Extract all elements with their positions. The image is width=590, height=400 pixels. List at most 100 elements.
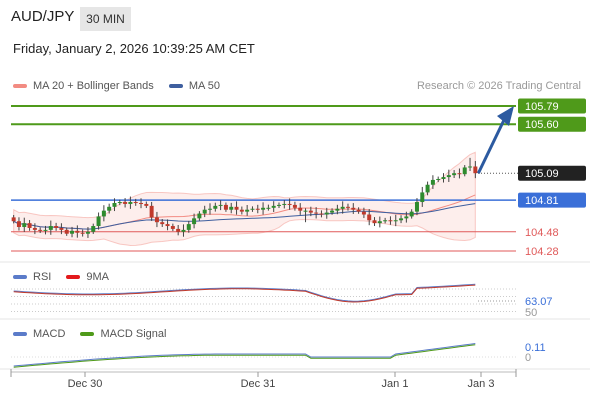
candle-body	[292, 204, 297, 208]
candle-body	[271, 205, 276, 208]
legend-label-macd: MACD	[33, 328, 66, 340]
candle-body	[165, 224, 170, 227]
price-levels: 105.79 105.60 105.09 104.81 104.48 104.28	[11, 98, 586, 258]
current-price-badge	[518, 165, 586, 181]
candle-body	[11, 217, 16, 222]
legend-item-rsi: RSI	[13, 271, 51, 283]
candle-body	[457, 173, 462, 175]
legend-item-macd: MACD	[13, 328, 65, 340]
datetime-label: Friday, January 2, 2026 10:39:25 AM CET	[13, 41, 255, 56]
ma20-swatch	[13, 84, 27, 89]
rsi-swatch	[13, 275, 27, 280]
timeframe-badge[interactable]: 30 MIN	[80, 7, 131, 31]
candle-body	[202, 209, 207, 214]
candle-body	[356, 209, 361, 212]
candle-body	[452, 173, 457, 176]
candle-body	[170, 226, 175, 229]
candle-body	[436, 178, 441, 180]
candle-body	[139, 202, 144, 204]
candle-body	[85, 231, 90, 234]
macd-value-label: 0.11	[525, 342, 546, 354]
candle-body	[324, 212, 329, 215]
candle-body	[446, 175, 451, 178]
resistance-label: 105.79	[525, 101, 559, 113]
candle-body	[404, 216, 409, 219]
main-legend: MA 20 + Bollinger Bands MA 50	[13, 80, 220, 92]
resistance-label: 105.60	[525, 119, 559, 131]
macd-panel: 0.110	[11, 342, 546, 368]
pair-title: AUD/JPY	[11, 8, 75, 25]
candle-body	[144, 203, 149, 206]
candle-body	[340, 206, 345, 209]
legend-label-9ma: 9MA	[86, 271, 110, 283]
candle-body	[367, 214, 372, 221]
candle-body	[59, 227, 64, 230]
candle-body	[75, 230, 80, 233]
candle-body	[48, 226, 53, 230]
candle-body	[239, 209, 244, 212]
candle-body	[414, 202, 419, 212]
legend-label-ma50: MA 50	[188, 80, 221, 92]
x-tick-label: Dec 30	[68, 378, 103, 390]
candle-body	[160, 222, 165, 225]
candle-body	[16, 221, 21, 227]
candle-body	[22, 223, 27, 227]
candle-body	[112, 202, 117, 207]
forecast-arrow	[476, 106, 514, 174]
candle-body	[388, 220, 393, 222]
rsi-9ma-line	[13, 284, 476, 303]
candle-body	[393, 220, 398, 222]
candle-body	[409, 211, 414, 217]
candle-body	[107, 206, 112, 211]
rsi-legend: RSI 9MA	[13, 271, 109, 283]
candle-body	[208, 208, 213, 210]
x-tick-label: Dec 31	[241, 378, 276, 390]
ma50-line	[13, 203, 476, 230]
macd-zero-label: 0	[525, 352, 531, 364]
candle-body	[335, 208, 340, 211]
candle-body	[372, 220, 377, 224]
support-label: 104.48	[525, 227, 559, 239]
candle-body	[218, 204, 223, 206]
rsi-line	[13, 283, 476, 302]
candle-body	[245, 209, 250, 212]
macd-signal-line	[13, 344, 476, 368]
candle-body	[266, 207, 271, 209]
candle-body	[473, 166, 478, 174]
moving-averages	[13, 194, 476, 230]
candle-body	[27, 223, 32, 228]
candle-body	[425, 184, 430, 193]
candle-body	[287, 203, 292, 205]
candle-body	[308, 210, 313, 213]
candle-body	[176, 228, 181, 232]
candles	[11, 157, 478, 238]
resistance-badge	[518, 116, 586, 132]
9ma-swatch	[66, 275, 81, 280]
candle-body	[38, 229, 43, 231]
candle-body	[303, 210, 308, 212]
candle-body	[128, 202, 133, 204]
candle-body	[192, 218, 197, 225]
candle-body	[330, 210, 335, 213]
candle-body	[319, 213, 324, 215]
candle-body	[197, 213, 202, 219]
rsi-value-label: 63.07	[525, 296, 553, 308]
candle-body	[213, 205, 218, 209]
macd-line	[13, 343, 476, 367]
support-label: 104.28	[525, 246, 559, 258]
candle-body	[123, 202, 128, 204]
forecast-arrow-shaft	[476, 119, 506, 174]
x-tick-label: Jan 1	[382, 378, 409, 390]
candle-body	[43, 229, 48, 231]
candle-body	[441, 177, 446, 179]
macd-legend: MACD MACD Signal	[13, 328, 166, 340]
candle-body	[117, 202, 122, 204]
candle-body	[261, 207, 266, 210]
current-price-label: 105.09	[525, 168, 559, 180]
legend-item-9ma: 9MA	[66, 271, 109, 283]
x-tick-label: Jan 3	[468, 378, 495, 390]
candle-body	[32, 227, 37, 230]
candle-body	[282, 203, 287, 205]
legend-item-ma50: MA 50	[168, 80, 221, 92]
pivot-label: 104.81	[525, 195, 559, 207]
